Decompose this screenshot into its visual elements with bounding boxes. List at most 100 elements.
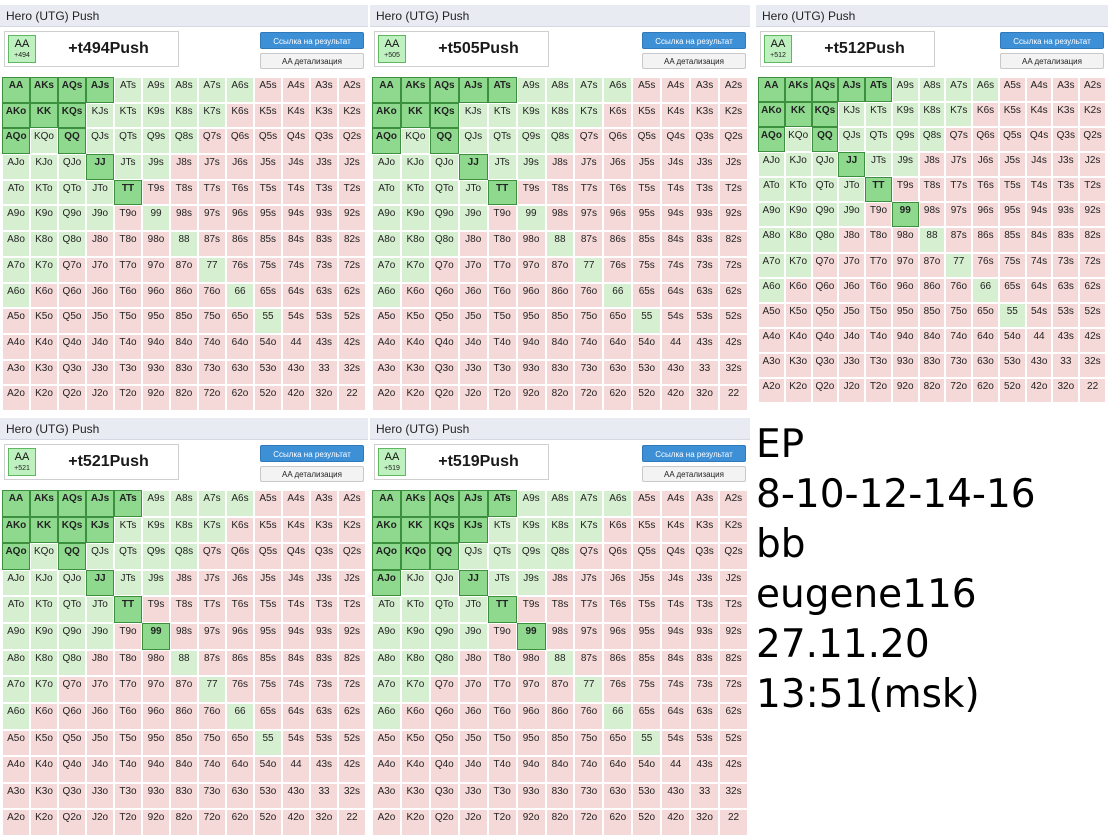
hand-cell[interactable]: AQs xyxy=(429,77,459,103)
hand-cell[interactable]: AKs xyxy=(30,77,58,103)
hand-cell[interactable]: 73o xyxy=(198,359,226,386)
hand-cell[interactable]: 75o xyxy=(574,729,604,757)
hand-cell[interactable]: T4s xyxy=(282,179,310,206)
hand-cell[interactable]: KQo xyxy=(400,128,430,155)
result-link-button[interactable]: Ссылка на результат xyxy=(260,445,364,462)
hand-cell[interactable]: Q3s xyxy=(310,128,338,155)
hand-cell[interactable]: QTs xyxy=(865,127,892,153)
hand-cell[interactable]: Q8o xyxy=(811,227,839,253)
hand-cell[interactable]: TT xyxy=(114,596,142,624)
hand-cell[interactable]: K9o xyxy=(784,202,812,228)
hand-cell[interactable]: JTo xyxy=(838,177,866,203)
hand-cell[interactable]: 82s xyxy=(338,231,366,257)
hand-cell[interactable]: KQs xyxy=(58,516,86,544)
hand-cell[interactable]: A8s xyxy=(170,490,198,517)
hand-cell[interactable]: AKs xyxy=(784,77,812,103)
hand-cell[interactable]: 65o xyxy=(603,308,633,334)
hand-cell[interactable]: QTo xyxy=(429,179,459,206)
hand-cell[interactable]: JTo xyxy=(458,596,488,624)
hand-cell[interactable]: 62o xyxy=(603,809,633,836)
hand-cell[interactable]: A6o xyxy=(372,282,401,309)
hand-cell[interactable]: QJo xyxy=(58,569,86,597)
hand-cell[interactable]: 64o xyxy=(972,327,999,353)
hand-cell[interactable]: 84s xyxy=(282,231,310,257)
hand-cell[interactable]: A6s xyxy=(972,77,999,103)
hand-cell[interactable]: 97o xyxy=(891,252,919,278)
hand-cell[interactable]: Q2o xyxy=(429,385,459,411)
hand-cell[interactable]: QTs xyxy=(114,128,142,155)
hand-cell[interactable]: 95s xyxy=(632,623,662,650)
hand-cell[interactable]: Q8o xyxy=(429,649,459,677)
hand-cell[interactable]: 43o xyxy=(661,359,691,386)
hand-cell[interactable]: A7o xyxy=(758,252,785,278)
hand-cell[interactable]: 85s xyxy=(632,231,662,257)
hand-cell[interactable]: 93o xyxy=(516,782,546,810)
hand-cell[interactable]: 73s xyxy=(690,256,720,283)
hand-cell[interactable]: 55 xyxy=(632,308,662,334)
hand-cell[interactable]: Q7s xyxy=(574,543,604,570)
result-link-button[interactable]: Ссылка на результат xyxy=(1000,32,1104,49)
hand-cell[interactable]: A4s xyxy=(1025,77,1053,103)
hand-cell[interactable]: J9s xyxy=(142,154,170,180)
hand-cell[interactable]: 96s xyxy=(226,205,254,232)
hand-cell[interactable]: Q8o xyxy=(429,231,459,257)
hand-cell[interactable]: K2o xyxy=(400,809,430,836)
hand-cell[interactable]: Q9s xyxy=(516,128,546,155)
hand-cell[interactable]: Q5o xyxy=(58,729,86,757)
hand-cell[interactable]: Q7s xyxy=(574,128,604,155)
hand-cell[interactable]: 74s xyxy=(1025,252,1053,278)
hand-cell[interactable]: 98s xyxy=(545,623,575,650)
hand-cell[interactable]: 75s xyxy=(254,256,282,283)
hand-cell[interactable]: 54s xyxy=(282,308,310,334)
hand-cell[interactable]: Q4s xyxy=(1025,127,1053,153)
hand-cell[interactable]: T3o xyxy=(114,359,142,386)
hand-cell[interactable]: A8o xyxy=(758,227,785,253)
hand-cell[interactable]: K3s xyxy=(310,516,338,544)
hand-cell[interactable]: T4s xyxy=(1025,177,1053,203)
hand-cell[interactable]: 72o xyxy=(574,809,604,836)
hand-cell[interactable]: 54o xyxy=(632,756,662,783)
hand-cell[interactable]: 75s xyxy=(254,676,282,703)
hand-cell[interactable]: K3o xyxy=(30,782,58,810)
hand-cell[interactable]: AJo xyxy=(2,569,30,597)
hand-cell[interactable]: J9o xyxy=(458,205,488,232)
hand-cell[interactable]: 85o xyxy=(545,308,575,334)
hand-cell[interactable]: QTs xyxy=(487,543,517,570)
hand-cell[interactable]: A8o xyxy=(372,231,401,257)
hand-cell[interactable]: 77 xyxy=(198,256,226,283)
hand-cell[interactable]: A3o xyxy=(372,782,401,810)
hand-cell[interactable]: 85s xyxy=(632,649,662,677)
hand-cell[interactable]: J6s xyxy=(603,569,633,597)
hand-cell[interactable]: K8o xyxy=(30,649,58,677)
hand-cell[interactable]: AJs xyxy=(86,77,114,103)
hand-cell[interactable]: T3s xyxy=(310,179,338,206)
hand-cell[interactable]: Q8s xyxy=(545,128,575,155)
hand-cell[interactable]: 74s xyxy=(282,676,310,703)
hand-cell[interactable]: A4o xyxy=(372,333,401,360)
hand-cell[interactable]: A2s xyxy=(1079,77,1106,103)
hand-cell[interactable]: 62o xyxy=(226,385,254,411)
hand-cell[interactable]: 33 xyxy=(310,359,338,386)
hand-cell[interactable]: 43o xyxy=(282,782,310,810)
hand-cell[interactable]: T8s xyxy=(545,179,575,206)
hand-cell[interactable]: 92o xyxy=(142,385,170,411)
hand-cell[interactable]: KTo xyxy=(30,179,58,206)
hand-cell[interactable]: K4s xyxy=(661,516,691,544)
hand-cell[interactable]: 97o xyxy=(142,676,170,703)
hand-cell[interactable]: 53s xyxy=(690,729,720,757)
hand-cell[interactable]: 93o xyxy=(142,782,170,810)
hand-cell[interactable]: A9s xyxy=(516,490,546,517)
hand-cell[interactable]: 63s xyxy=(310,282,338,309)
hand-cell[interactable]: T6o xyxy=(114,702,142,730)
hand-cell[interactable]: 84s xyxy=(1025,227,1053,253)
hand-cell[interactable]: 98s xyxy=(545,205,575,232)
hand-cell[interactable]: J9o xyxy=(458,623,488,650)
hand-cell[interactable]: K8s xyxy=(170,516,198,544)
hand-cell[interactable]: A8o xyxy=(372,649,401,677)
hand-cell[interactable]: T7o xyxy=(114,676,142,703)
hand-cell[interactable]: 52s xyxy=(338,308,366,334)
hand-cell[interactable]: 94s xyxy=(282,623,310,650)
hand-cell[interactable]: 75o xyxy=(945,302,973,328)
hand-cell[interactable]: 87s xyxy=(574,231,604,257)
hand-cell[interactable]: J3o xyxy=(458,359,488,386)
